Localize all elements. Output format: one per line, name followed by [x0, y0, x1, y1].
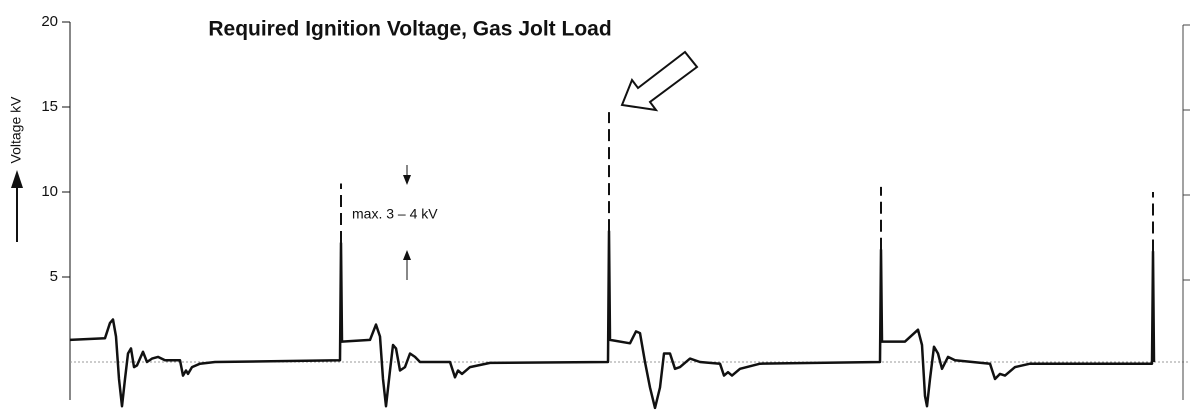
right-axis — [1182, 24, 1190, 400]
chart-title: Required Ignition Voltage, Gas Jolt Load — [208, 18, 611, 41]
y-label-arrow — [11, 170, 23, 242]
annotation: max. 3 – 4 kV — [352, 206, 438, 222]
y-tick-label: 5 — [50, 268, 58, 285]
max-arrows — [403, 165, 411, 280]
waveform — [69, 229, 1156, 410]
pointer-arrow — [620, 50, 699, 112]
y-tick-label: 15 — [41, 98, 58, 115]
y-tick-label: 20 — [41, 13, 58, 30]
y-tick-label: 10 — [41, 183, 58, 200]
y-axis-label: Voltage kV — [8, 96, 24, 164]
